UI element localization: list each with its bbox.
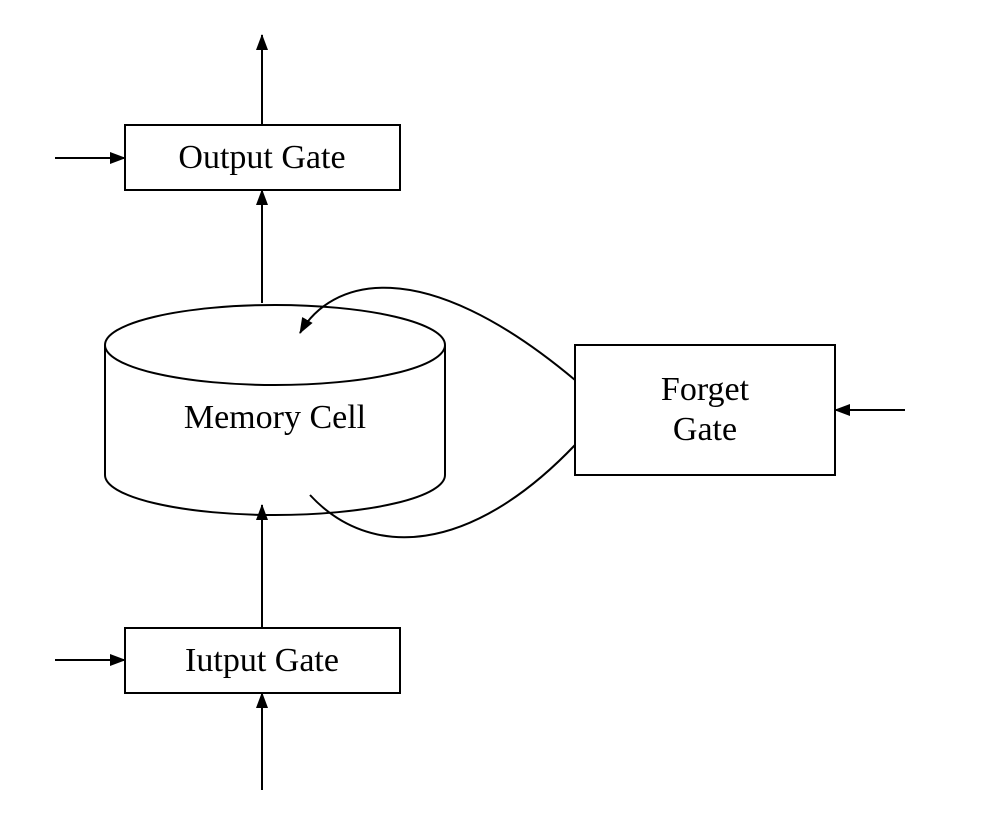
memory-cell-top — [105, 305, 445, 385]
forget-gate-label-1: Forget — [661, 371, 750, 408]
curve-memory-to-forget — [310, 445, 575, 537]
input-gate-label: Iutput Gate — [185, 642, 339, 679]
forget-gate-label-2: Gate — [673, 411, 737, 448]
memory-cell-label: Memory Cell — [184, 399, 366, 436]
output-gate-label: Output Gate — [178, 139, 345, 176]
